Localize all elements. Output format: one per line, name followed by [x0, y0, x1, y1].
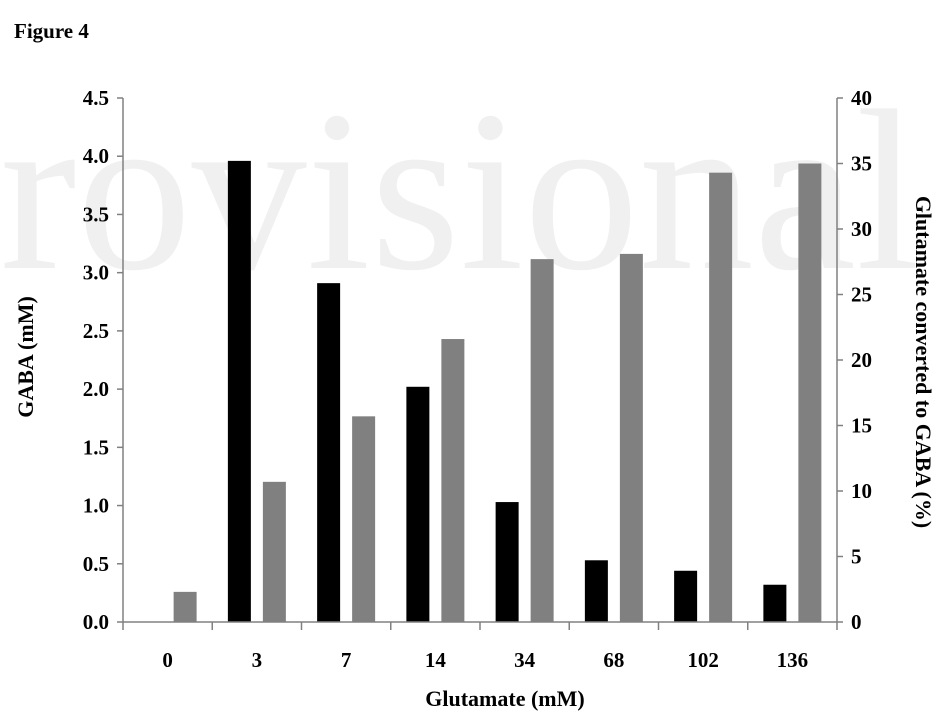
- conversion-bar-136: [798, 163, 822, 622]
- right-tick-label: 20: [851, 348, 872, 372]
- right-tick-label: 30: [851, 217, 872, 241]
- right-tick-label: 10: [851, 479, 872, 503]
- left-tick-label: 4.5: [83, 86, 109, 110]
- left-tick-label: 3.0: [83, 261, 109, 285]
- bars-group: [173, 160, 822, 623]
- x-tick-label-136: 136: [777, 648, 809, 672]
- left-tick-label: 1.0: [83, 494, 109, 518]
- conversion-bar-0: [173, 591, 197, 622]
- gaba-bar-102: [674, 570, 698, 622]
- x-axis-label: Glutamate (mM): [425, 686, 584, 711]
- left-tick-label: 0.5: [83, 552, 109, 576]
- left-tick-label: 1.5: [83, 435, 109, 459]
- watermark-text: rovisional: [0, 63, 920, 318]
- x-tick-label-7: 7: [341, 648, 352, 672]
- x-tick-label-68: 68: [603, 648, 624, 672]
- gaba-bar-3: [227, 160, 251, 622]
- x-tick-label-3: 3: [252, 648, 263, 672]
- x-tick-label-102: 102: [687, 648, 719, 672]
- x-tick-label-14: 14: [425, 648, 447, 672]
- conversion-bar-14: [441, 339, 465, 622]
- gaba-bar-14: [406, 386, 430, 622]
- left-tick-labels: 0.0 0.5 1.0 1.5 2.0 2.5 3.0 3.5 4.0 4.5: [83, 86, 109, 634]
- figure-label: Figure 4: [14, 19, 89, 43]
- conversion-bar-68: [619, 253, 643, 622]
- gaba-bar-68: [584, 560, 608, 622]
- conversion-bar-7: [352, 416, 376, 622]
- gaba-bar-34: [495, 502, 519, 622]
- gaba-bar-7: [317, 283, 341, 622]
- right-tick-labels: 0 5 10 15 20 25 30 35 40: [851, 86, 872, 634]
- y-axis-label: GABA (mM): [13, 296, 38, 418]
- left-tick-label: 2.5: [83, 319, 109, 343]
- left-tick-label: 4.0: [83, 144, 109, 168]
- left-tick-label: 2.0: [83, 377, 109, 401]
- right-tick-label: 0: [851, 610, 862, 634]
- left-tick-label: 0.0: [83, 610, 109, 634]
- axes-group: [117, 97, 843, 630]
- y2-axis-label: Glutamate converted to GABA (%): [911, 196, 936, 528]
- right-tick-label: 40: [851, 86, 872, 110]
- right-tick-label: 15: [851, 414, 872, 438]
- x-tick-label-34: 34: [514, 648, 536, 672]
- gaba-bar-136: [763, 584, 787, 622]
- right-tick-label: 25: [851, 283, 872, 307]
- x-tick-labels: 0 3 7 14 34 68 102 136: [162, 648, 808, 672]
- right-tick-label: 5: [851, 545, 862, 569]
- left-tick-label: 3.5: [83, 202, 109, 226]
- conversion-bar-3: [262, 481, 286, 622]
- right-tick-label: 35: [851, 152, 872, 176]
- conversion-bar-34: [530, 259, 554, 622]
- x-tick-label-0: 0: [162, 648, 173, 672]
- conversion-bar-102: [709, 172, 733, 623]
